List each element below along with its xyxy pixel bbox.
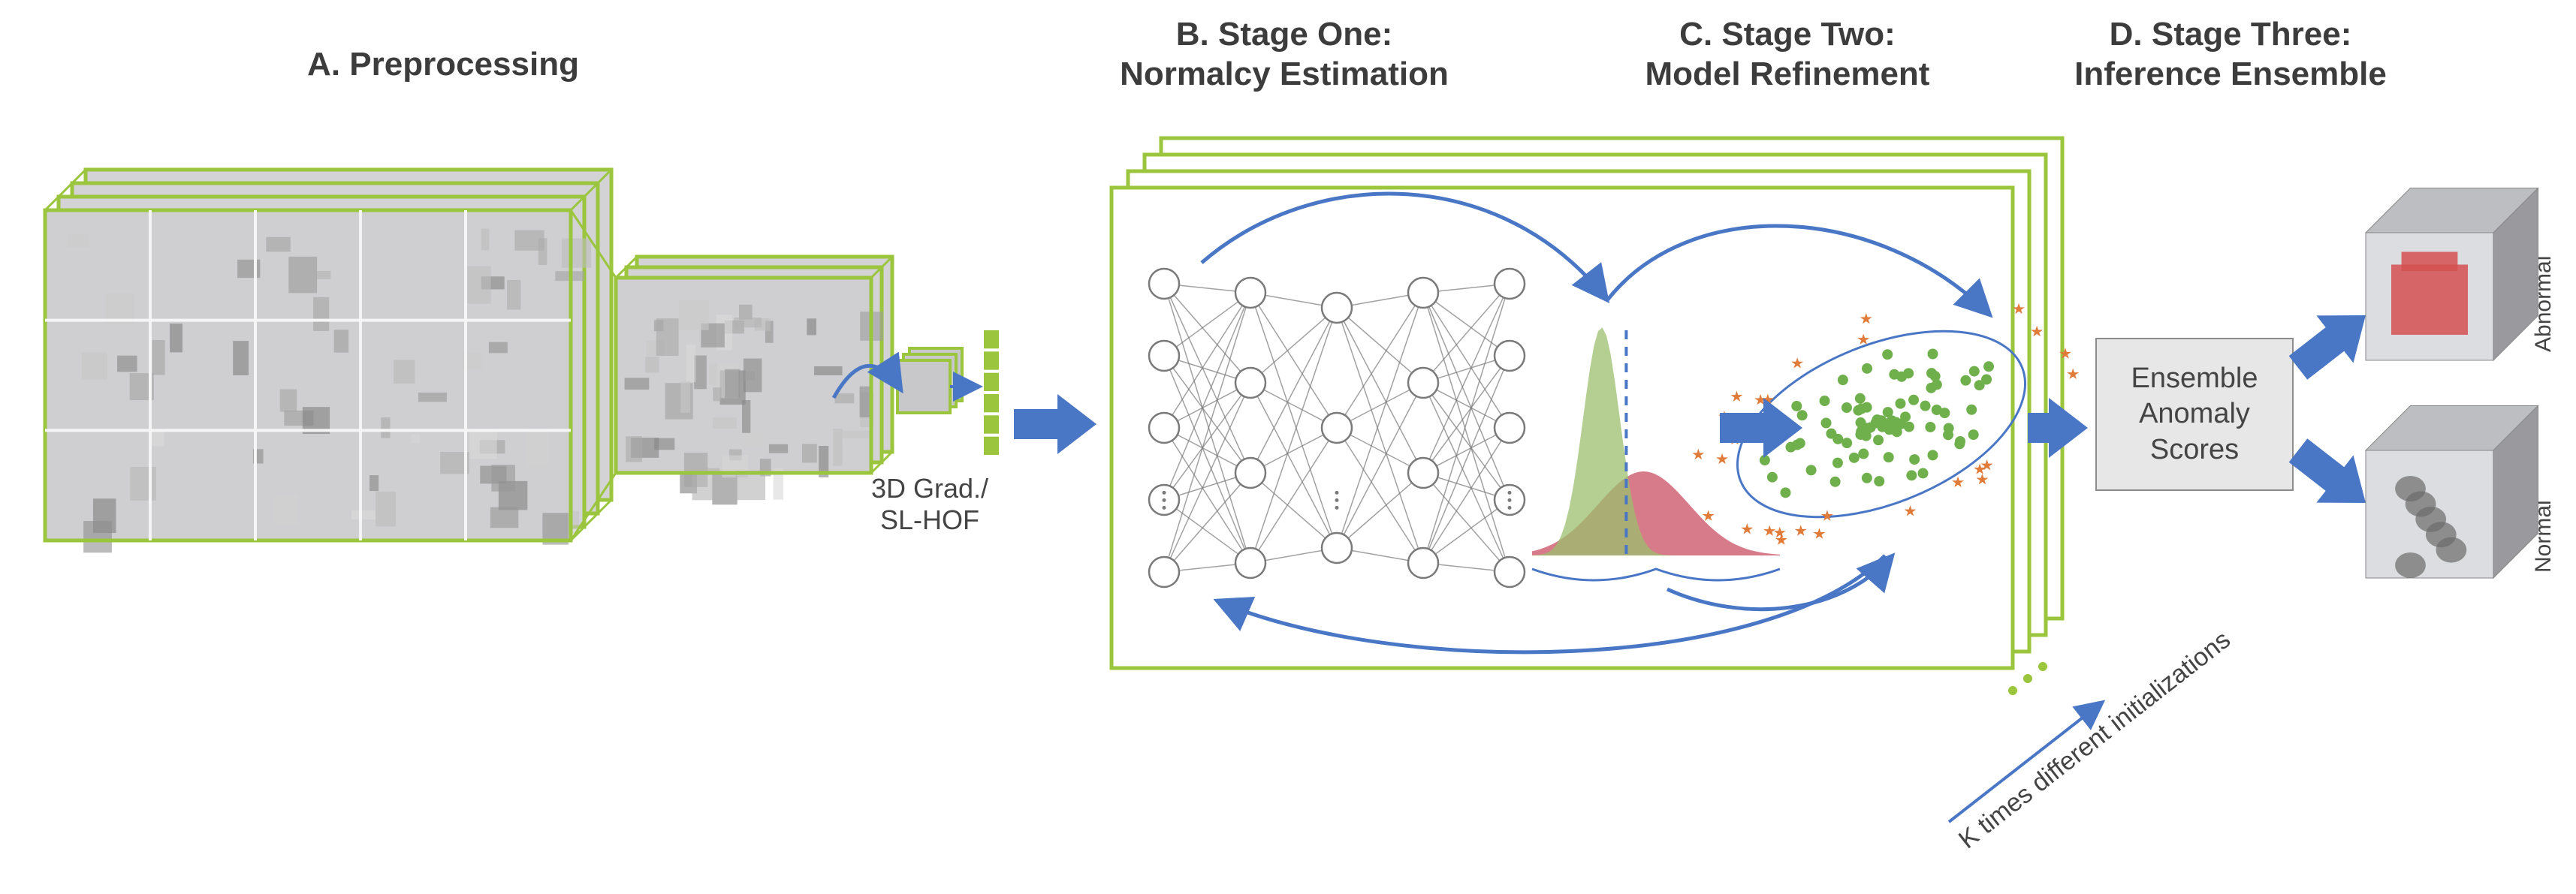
diagram-canvas: A. Preprocessing B. Stage One: Normalcy … bbox=[0, 0, 2576, 894]
diagram-svg bbox=[0, 0, 2576, 894]
